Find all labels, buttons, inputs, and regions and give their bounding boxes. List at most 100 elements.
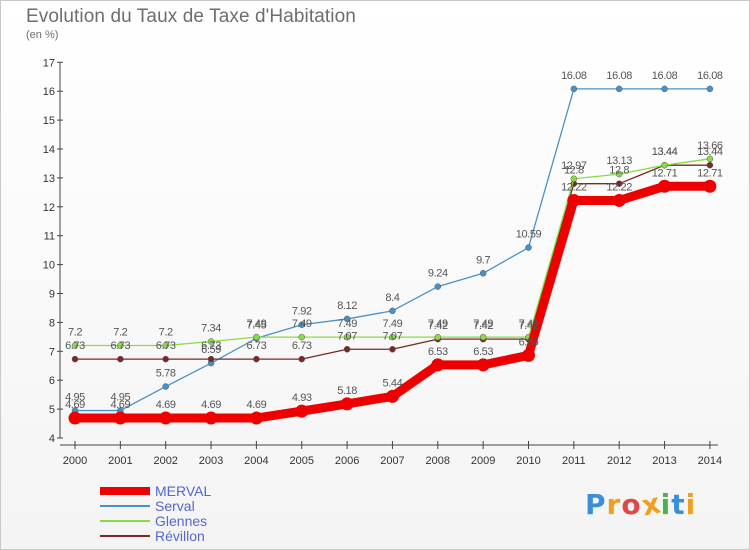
data-label: 12.8 xyxy=(609,165,629,177)
data-label: 7.2 xyxy=(113,327,127,339)
data-label: 7.45 xyxy=(246,319,266,331)
data-point xyxy=(570,85,578,93)
data-label: 4.95 xyxy=(110,392,130,404)
data-point xyxy=(343,315,351,323)
legend-label: Révillon xyxy=(155,528,205,544)
data-label: 7.42 xyxy=(428,320,448,332)
data-point xyxy=(567,193,581,207)
x-tick-label: 2007 xyxy=(380,455,404,467)
data-point xyxy=(570,175,578,183)
data-label: 6.73 xyxy=(292,340,312,352)
data-label: 16.08 xyxy=(652,70,678,82)
data-point xyxy=(340,397,354,411)
data-label: 6.73 xyxy=(65,340,85,352)
data-label: 13.13 xyxy=(606,155,632,167)
data-label: 7.07 xyxy=(337,330,357,342)
data-point xyxy=(71,342,79,349)
data-point xyxy=(117,342,124,349)
data-point xyxy=(479,333,487,341)
data-point xyxy=(706,155,714,163)
logo-letter: i xyxy=(660,488,672,521)
x-tick-label: 2012 xyxy=(607,455,631,467)
data-label: 6.53 xyxy=(428,346,448,358)
data-point xyxy=(431,358,445,372)
data-point xyxy=(706,161,714,169)
data-label: 12.22 xyxy=(561,181,587,193)
data-label: 6.53 xyxy=(473,346,493,358)
data-label: 6.59 xyxy=(201,344,221,356)
data-point xyxy=(117,355,124,363)
data-label: 4.69 xyxy=(201,399,221,411)
logo-letter: o xyxy=(621,488,642,521)
legend-label: MERVAL xyxy=(155,483,212,499)
data-label: 9.24 xyxy=(428,268,448,280)
data-label: 5.18 xyxy=(337,385,357,397)
data-point xyxy=(68,411,82,425)
y-tick-label: 7 xyxy=(49,346,55,358)
data-label: 16.08 xyxy=(561,70,587,82)
data-label: 5.78 xyxy=(156,368,176,380)
y-tick-label: 6 xyxy=(49,375,55,387)
data-label: 7.49 xyxy=(519,318,539,330)
data-point xyxy=(162,342,169,349)
data-label: 7.49 xyxy=(428,318,448,330)
data-point xyxy=(706,85,714,93)
data-point xyxy=(612,193,626,207)
data-point xyxy=(298,355,305,363)
x-tick-label: 2000 xyxy=(63,455,87,467)
data-label: 4.69 xyxy=(246,399,266,411)
data-label: 6.73 xyxy=(156,340,176,352)
series-line-serval xyxy=(75,88,710,412)
data-label: 6.73 xyxy=(201,340,221,352)
y-tick-label: 9 xyxy=(49,289,55,301)
data-label: 7.49 xyxy=(246,318,266,330)
logo-letter: P xyxy=(585,488,607,521)
y-tick-label: 17 xyxy=(43,57,55,69)
x-tick-label: 2002 xyxy=(153,455,177,467)
legend-swatch xyxy=(100,535,150,537)
y-tick-label: 5 xyxy=(49,404,55,416)
x-tick-label: 2006 xyxy=(335,455,359,467)
y-tick-label: 11 xyxy=(44,231,55,243)
data-point xyxy=(253,355,260,363)
x-tick-label: 2001 xyxy=(108,455,132,467)
data-point xyxy=(207,355,215,363)
data-point xyxy=(207,338,215,345)
data-label: 13.66 xyxy=(697,140,723,152)
logo-letter: r xyxy=(606,488,622,521)
data-label: 7.07 xyxy=(383,330,403,342)
data-point xyxy=(525,244,532,251)
data-point xyxy=(389,307,396,315)
logo-letter: t xyxy=(671,488,686,521)
x-tick-label: 2005 xyxy=(290,455,314,467)
legend-label: Serval xyxy=(155,498,195,514)
x-tick-label: 2004 xyxy=(244,455,268,467)
y-tick-label: 8 xyxy=(49,317,55,329)
data-label: 8.4 xyxy=(385,292,399,304)
data-point xyxy=(204,411,218,425)
data-label: 6.73 xyxy=(246,340,266,352)
data-point xyxy=(295,404,309,418)
data-label: 12.71 xyxy=(697,167,723,179)
x-tick-label: 2014 xyxy=(698,455,722,467)
data-point xyxy=(615,170,623,178)
logo-letter: i xyxy=(685,488,697,521)
data-label: 6.86 xyxy=(519,336,539,348)
data-point xyxy=(661,85,668,93)
data-label: 12.8 xyxy=(564,165,584,177)
data-label: 6.73 xyxy=(110,340,130,352)
data-point xyxy=(385,389,399,403)
data-label: 13.44 xyxy=(697,146,723,158)
data-point xyxy=(615,85,623,93)
data-label: 4.69 xyxy=(110,399,130,411)
data-point xyxy=(389,333,396,341)
data-point xyxy=(434,283,442,290)
data-point xyxy=(253,333,260,341)
legend-label: Glennes xyxy=(155,513,208,529)
data-point xyxy=(389,346,396,353)
data-label: 7.42 xyxy=(519,320,539,332)
legend-swatch xyxy=(100,520,150,522)
data-label: 7.34 xyxy=(201,322,221,334)
x-tick-label: 2011 xyxy=(562,455,586,467)
